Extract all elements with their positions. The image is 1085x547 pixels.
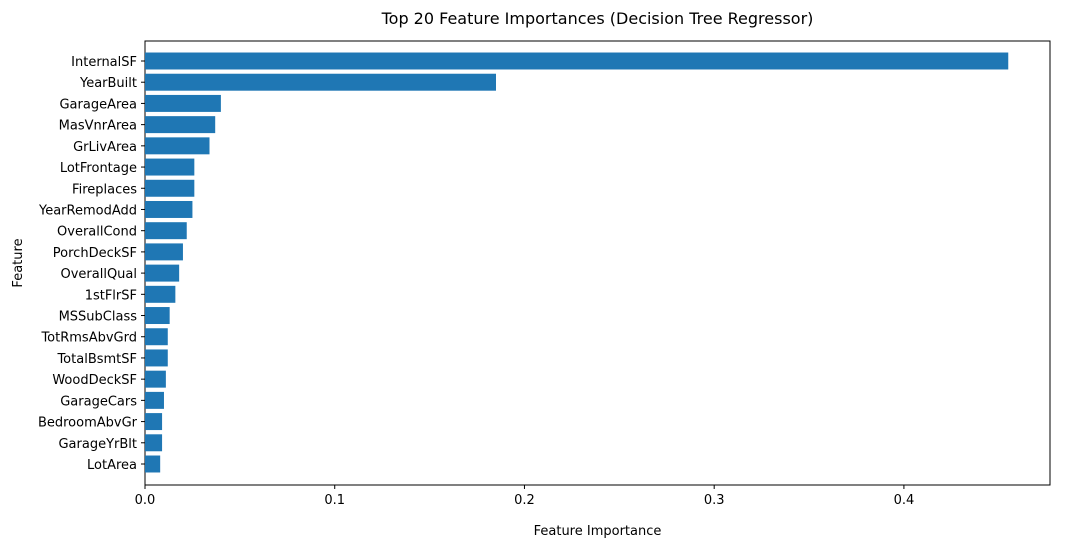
bar-TotRmsAbvGrd [145, 328, 168, 346]
y-tick-label: LotFrontage [60, 161, 137, 176]
bar-LotFrontage [145, 158, 195, 176]
bar-OverallQual [145, 264, 180, 282]
y-tick-label: TotalBsmtSF [56, 352, 137, 367]
y-tick-label: BedroomAbvGr [38, 416, 138, 431]
bar-PorchDeckSF [145, 243, 183, 261]
x-tick-label: 0.0 [135, 493, 156, 508]
y-tick-label: Fireplaces [72, 182, 137, 197]
y-tick-label: OverallQual [60, 267, 137, 282]
y-tick-label: YearRemodAdd [38, 203, 137, 218]
bar-GrLivArea [145, 137, 210, 155]
y-tick-label: PorchDeckSF [53, 246, 137, 261]
y-tick-label: TotRmsAbvGrd [40, 331, 137, 346]
bar-WoodDeckSF [145, 370, 166, 388]
bar-TotalBsmtSF [145, 349, 168, 367]
bar-GarageArea [145, 94, 221, 112]
x-tick-label: 0.3 [704, 493, 725, 508]
bar-1stFlrSF [145, 285, 176, 303]
bar-YearBuilt [145, 73, 496, 91]
y-tick-label: OverallCond [57, 225, 137, 240]
y-axis-label: Feature [11, 238, 26, 287]
bars-layer [145, 52, 1009, 473]
x-tick-label: 0.2 [514, 493, 535, 508]
x-axis-ticks: 0.0 0.1 0.2 0.3 0.4 [135, 485, 915, 508]
chart-title: Top 20 Feature Importances (Decision Tre… [381, 9, 814, 28]
bar-GarageCars [145, 391, 164, 409]
bar-BedroomAbvGr [145, 413, 163, 431]
x-tick-label: 0.4 [894, 493, 915, 508]
bar-LotArea [145, 455, 161, 473]
bar-GarageYrBlt [145, 434, 163, 452]
y-tick-label: GrLivArea [73, 140, 137, 155]
y-tick-label: 1stFlrSF [85, 288, 137, 303]
plot-area [144, 40, 1051, 486]
y-tick-label: GarageArea [59, 97, 137, 112]
bar-Fireplaces [145, 179, 195, 197]
y-tick-label: MSSubClass [59, 310, 138, 325]
x-tick-label: 0.1 [324, 493, 345, 508]
y-tick-label: MasVnrArea [59, 119, 137, 134]
bar-OverallCond [145, 222, 187, 240]
y-tick-label: GarageCars [60, 394, 137, 409]
y-tick-label: YearBuilt [79, 76, 137, 91]
x-axis-label: Feature Importance [534, 524, 662, 539]
bar-InternalSF [145, 52, 1009, 70]
y-tick-label: InternalSF [71, 55, 137, 70]
y-tick-label: WoodDeckSF [52, 373, 137, 388]
bar-YearRemodAdd [145, 200, 193, 218]
y-tick-label: LotArea [87, 458, 137, 473]
y-axis-ticks: InternalSF YearBuilt GarageArea MasVnrArea G… [38, 55, 145, 473]
y-tick-label: GarageYrBlt [58, 437, 137, 452]
bar-MSSubClass [145, 307, 170, 325]
bar-MasVnrArea [145, 116, 216, 134]
